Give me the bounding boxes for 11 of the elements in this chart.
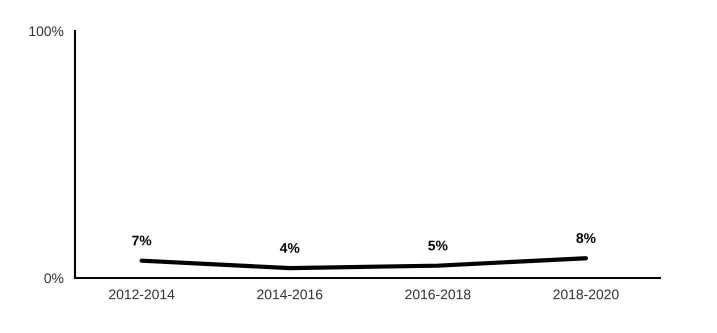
data-label: 7% [132,236,152,246]
data-label: 4% [280,243,300,253]
x-tick-label: 2016-2018 [405,289,470,300]
data-label: 8% [576,233,596,243]
line-series [140,256,588,270]
y-tick-label: 0% [44,273,64,284]
data-label: 5% [428,240,448,250]
x-tick-label: 2012-2014 [109,289,174,300]
y-tick-label: 100% [29,26,64,36]
x-tick-label: 2014-2016 [257,289,322,300]
x-tick-label: 2018-2020 [553,289,619,300]
